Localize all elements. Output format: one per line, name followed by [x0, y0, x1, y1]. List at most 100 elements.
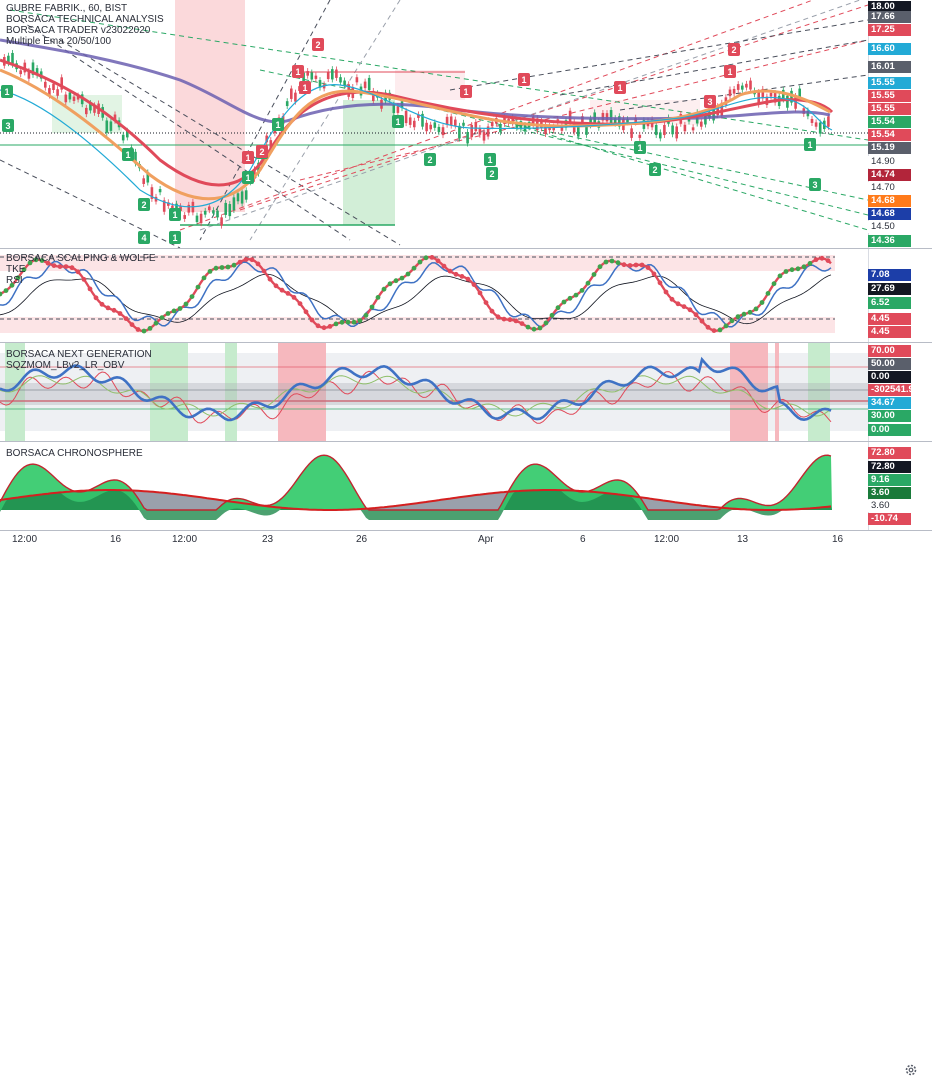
buy-signal-marker[interactable]: 3 [809, 178, 821, 191]
scalping-chart-svg[interactable] [0, 249, 868, 342]
signal-label: 2 [259, 147, 264, 157]
buy-signal-marker[interactable]: 2 [486, 167, 498, 180]
indicator-name[interactable]: RSI [6, 275, 23, 286]
time-axis[interactable]: 12:00 16 12:00 23 26 Apr 6 12:00 13 16 [0, 531, 932, 1076]
pane-separator[interactable] [0, 248, 932, 249]
indicator-name[interactable]: BORSACA NEXT GENERATION [6, 349, 152, 360]
chrono-legend: BORSACA CHRONOSPHERE [6, 448, 143, 459]
buy-signal-marker[interactable]: 3 [2, 119, 14, 132]
price-tag: 14.90 [868, 156, 911, 168]
price-tag: 14.36 [868, 235, 911, 247]
indicator-name[interactable]: TKE [6, 264, 26, 275]
mid-band [0, 383, 868, 405]
buy-signal-marker[interactable]: 2 [138, 198, 150, 211]
time-label: 12:00 [12, 534, 38, 545]
price-tag: 17.25 [868, 24, 911, 36]
price-tag: 15.54 [868, 129, 911, 141]
settings-gear-icon[interactable] [904, 1063, 918, 1077]
price-tag: 72.80 [868, 461, 911, 473]
lower-band [0, 317, 835, 333]
sell-signal-marker[interactable]: 3 [704, 95, 716, 108]
main-chart-svg[interactable]: 31124111111211232121121111321 [0, 0, 868, 248]
price-tag: -302541.95 [868, 384, 919, 396]
oscillator-line [0, 356, 832, 422]
sell-signal-marker[interactable]: 1 [614, 81, 626, 94]
signal-label: 1 [172, 210, 177, 220]
ema-20-line [0, 68, 831, 201]
signal-markers[interactable]: 31124111111211232121121111321 [1, 38, 821, 244]
signal-label: 1 [295, 67, 300, 77]
chronosphere-chart-svg[interactable] [0, 442, 868, 530]
indicator-name[interactable]: BORSACA SCALPING & WOLFE [6, 253, 156, 264]
signal-label: 2 [427, 155, 432, 165]
signal-label: 1 [807, 140, 812, 150]
buy-signal-marker[interactable]: 1 [242, 171, 254, 184]
signal-label: 1 [245, 173, 250, 183]
sell-signal-marker[interactable]: 1 [460, 85, 472, 98]
main-price-pane[interactable]: 31124111111211232121121111321 GUBRE FABR… [0, 0, 932, 248]
price-tag: 14.70 [868, 182, 911, 194]
pane-separator[interactable] [0, 441, 932, 442]
sell-signal-marker[interactable]: 1 [299, 81, 311, 94]
signal-label: 2 [315, 40, 320, 50]
sell-zone-right [395, 70, 465, 100]
buy-signal-marker[interactable]: 4 [138, 231, 150, 244]
nextgen-chart-svg[interactable] [0, 343, 868, 441]
signal-label: 1 [395, 117, 400, 127]
price-tag: 0.00 [868, 371, 911, 383]
buy-signal-marker[interactable]: 1 [634, 141, 646, 154]
buy-signal-marker[interactable]: 1 [169, 208, 181, 221]
price-tag: 27.69 [868, 283, 911, 295]
price-tag: 34.67 [868, 397, 911, 409]
indicator-name[interactable]: BORSACA TRADER v23022020 [6, 25, 151, 36]
price-tag: 16.60 [868, 43, 911, 55]
signal-label: 1 [637, 143, 642, 153]
price-tag: 15.55 [868, 90, 911, 102]
indicator-name[interactable]: SQZMOM_LBv2_LR_OBV [6, 360, 125, 371]
signal-label: 1 [245, 153, 250, 163]
buy-signal-marker[interactable]: 1 [392, 115, 404, 128]
signal-label: 3 [5, 121, 10, 131]
signal-line [0, 489, 832, 511]
price-tag: 6.52 [868, 297, 911, 309]
buy-signal-marker[interactable]: 1 [169, 231, 181, 244]
price-tag: 4.45 [868, 326, 911, 338]
symbol-title[interactable]: GUBRE FABRIK., 60, BIST [6, 3, 128, 14]
time-label: 23 [262, 534, 274, 545]
signal-label: 1 [302, 83, 307, 93]
sell-signal-marker[interactable]: 2 [256, 145, 268, 158]
buy-zone [343, 100, 395, 225]
sell-signal-marker[interactable]: 2 [312, 38, 324, 51]
buy-signal-marker[interactable]: 1 [804, 138, 816, 151]
price-tag: 4.45 [868, 313, 911, 325]
pane-separator[interactable] [0, 342, 932, 343]
price-tag: 14.68 [868, 195, 911, 207]
scalping-pane[interactable]: BORSACA SCALPING & WOLFE TKE RSI 7.08 27.… [0, 249, 932, 342]
sell-signal-marker[interactable]: 1 [724, 65, 736, 78]
buy-signal-marker[interactable]: 2 [424, 153, 436, 166]
buy-signal-marker[interactable]: 1 [272, 118, 284, 131]
sell-signal-marker[interactable]: 2 [728, 43, 740, 56]
buy-zone [150, 343, 188, 441]
sell-signal-marker[interactable]: 1 [242, 151, 254, 164]
buy-signal-marker[interactable]: 1 [122, 148, 134, 161]
indicator-name[interactable]: Multiple Ema 20/50/100 [6, 36, 112, 47]
time-label: 26 [356, 534, 368, 545]
range-band [0, 353, 868, 431]
buy-signal-marker[interactable]: 1 [1, 85, 13, 98]
chronosphere-pane[interactable]: BORSACA CHRONOSPHERE 72.80 72.80 9.16 3.60 3… [0, 442, 932, 530]
indicator-name[interactable]: BORSACA CHRONOSPHERE [6, 448, 143, 459]
nextgen-pane[interactable]: BORSACA NEXT GENERATION SQZMOM_LBv2_LR_O… [0, 343, 932, 441]
buy-signal-marker[interactable]: 1 [484, 153, 496, 166]
price-tag: 30.00 [868, 410, 911, 422]
signal-label: 1 [727, 67, 732, 77]
price-tag: 15.19 [868, 142, 911, 154]
price-tag: 9.16 [868, 474, 911, 486]
sell-signal-marker[interactable]: 1 [292, 65, 304, 78]
oscillator-line [0, 273, 832, 325]
price-tag: 0.00 [868, 424, 911, 436]
buy-signal-marker[interactable]: 2 [649, 163, 661, 176]
indicator-name[interactable]: BORSACA TECHNICAL ANALYSIS [6, 14, 164, 25]
time-axis-separator [0, 530, 932, 531]
sell-signal-marker[interactable]: 1 [518, 73, 530, 86]
